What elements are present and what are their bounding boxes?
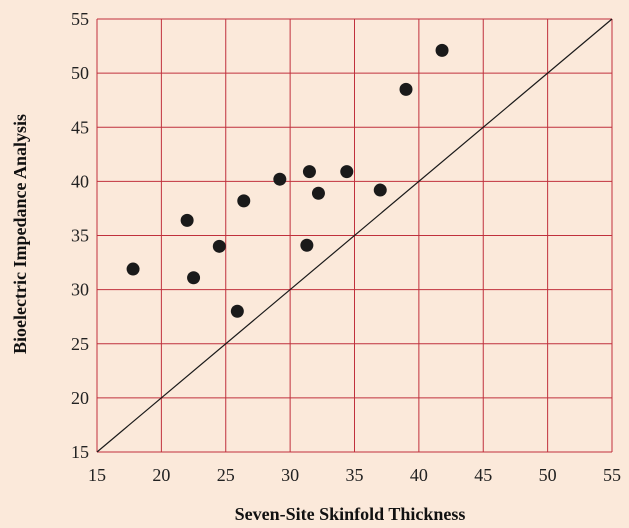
y-tick-label: 40 [71, 171, 89, 191]
y-tick-labels: 15 20 25 30 35 40 45 50 55 [71, 9, 89, 462]
data-point [212, 239, 226, 253]
data-point [180, 213, 194, 227]
y-tick-label: 20 [71, 388, 89, 408]
data-point [435, 43, 449, 57]
x-tick-label: 40 [410, 465, 428, 485]
reference-line [96, 18, 613, 453]
x-tick-label: 55 [603, 465, 621, 485]
x-tick-label: 15 [88, 465, 106, 485]
data-points [126, 43, 449, 318]
y-tick-label: 45 [71, 117, 89, 137]
x-tick-label: 35 [346, 465, 364, 485]
x-tick-label: 20 [152, 465, 170, 485]
y-axis-label: Bioelectric Impedance Analysis [10, 114, 30, 354]
data-point [300, 238, 314, 252]
x-tick-label: 25 [217, 465, 235, 485]
y-tick-label: 25 [71, 334, 89, 354]
y-tick-label: 35 [71, 226, 89, 246]
data-point [126, 262, 140, 276]
y-tick-label: 15 [71, 442, 89, 462]
data-point [399, 82, 413, 96]
x-tick-labels: 15 20 25 30 35 40 45 50 55 [88, 465, 621, 485]
data-point [273, 172, 287, 186]
data-point [187, 271, 201, 285]
x-tick-label: 45 [474, 465, 492, 485]
y-tick-label: 55 [71, 9, 89, 29]
data-point [237, 194, 251, 208]
x-tick-label: 50 [539, 465, 557, 485]
x-axis-label: Seven-Site Skinfold Thickness [235, 504, 466, 524]
data-point [373, 183, 387, 197]
y-tick-label: 30 [71, 280, 89, 300]
y-tick-label: 50 [71, 63, 89, 83]
data-point [230, 304, 244, 318]
data-point [302, 165, 316, 179]
data-point [311, 186, 325, 200]
x-tick-label: 30 [281, 465, 299, 485]
reference-line-group [96, 18, 613, 453]
data-point [340, 165, 354, 179]
